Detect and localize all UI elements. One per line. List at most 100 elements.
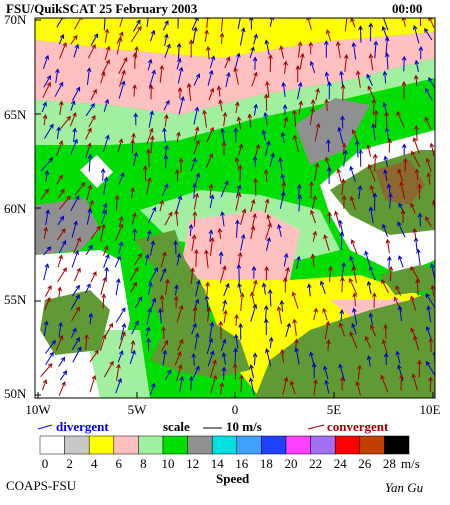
wind-arrow	[425, 360, 435, 377]
wind-arrow	[338, 363, 346, 382]
wind-arrow	[116, 363, 121, 381]
wind-arrow	[400, 209, 406, 223]
wind-arrow	[174, 351, 182, 366]
wind-arrow	[118, 57, 128, 75]
wind-arrow	[149, 297, 157, 312]
wind-arrow	[381, 339, 388, 354]
wind-arrow	[219, 32, 225, 44]
wind-arrow	[348, 277, 358, 295]
wind-arrow	[313, 307, 318, 321]
wind-arrow	[399, 181, 406, 199]
wind-arrow	[387, 255, 392, 269]
colorbar-unit: m/s	[401, 456, 420, 471]
wind-arrow	[192, 182, 198, 199]
wind-arrow	[104, 322, 113, 338]
wind-arrow	[251, 71, 258, 87]
wind-arrow	[176, 131, 181, 143]
wind-arrow	[218, 251, 224, 265]
wind-arrow	[164, 43, 171, 58]
colorbar-swatch	[211, 435, 238, 455]
wind-arrow	[339, 70, 344, 86]
wind-arrow	[371, 292, 377, 308]
wind-arrow	[159, 199, 165, 212]
wind-arrow	[44, 169, 50, 182]
wind-arrow	[134, 45, 139, 59]
wind-arrow	[265, 80, 270, 98]
wind-arrow	[343, 149, 348, 167]
wind-arrow	[254, 143, 261, 157]
wind-arrow	[132, 52, 138, 70]
wind-arrow	[174, 209, 179, 226]
wind-arrow	[426, 172, 432, 185]
wind-arrow	[114, 194, 120, 211]
wind-arrow	[73, 267, 81, 282]
wind-arrow	[252, 279, 258, 294]
wind-arrow	[43, 75, 51, 88]
wind-arrow	[296, 255, 301, 269]
wind-arrow	[383, 352, 389, 365]
wind-arrow	[43, 246, 52, 256]
wind-arrow	[177, 66, 184, 84]
wind-arrow	[116, 36, 123, 55]
wind-arrow	[322, 307, 328, 321]
wind-arrow	[294, 347, 300, 365]
footer-left: COAPS-FSU	[6, 478, 77, 493]
wind-arrow	[354, 139, 360, 158]
wind-arrow	[264, 140, 271, 157]
colorbar-label: 12	[186, 456, 199, 471]
wind-arrow	[413, 74, 419, 86]
wind-arrow	[161, 183, 169, 197]
wind-arrow	[428, 376, 433, 393]
wind-arrow	[319, 280, 326, 294]
wind-arrow	[163, 99, 170, 111]
wind-arrow	[412, 24, 420, 44]
wind-arrow	[220, 127, 226, 144]
wind-arrow	[349, 196, 356, 211]
wind-arrow	[279, 191, 286, 209]
legend-arrow	[307, 424, 325, 430]
colorbar-label: 20	[285, 456, 298, 471]
wind-arrow	[430, 284, 435, 297]
wind-arrow	[71, 86, 81, 101]
map	[35, 18, 435, 398]
wind-arrow	[371, 98, 377, 115]
wind-arrow	[232, 363, 238, 380]
wind-arrow	[401, 143, 407, 156]
wind-arrow	[149, 135, 155, 154]
colorbar-swatch	[113, 435, 139, 455]
wind-arrow	[282, 104, 288, 116]
wind-arrow	[41, 379, 48, 391]
wind-arrow	[340, 178, 346, 196]
wind-arrow	[269, 152, 275, 167]
wind-arrow	[263, 304, 269, 322]
wind-arrow	[220, 180, 229, 198]
wind-arrow	[424, 27, 433, 41]
wind-arrow	[383, 169, 388, 182]
wind-arrow	[176, 252, 182, 266]
wind-arrow	[207, 69, 214, 86]
wind-arrow	[101, 209, 108, 225]
wind-arrow	[314, 162, 320, 181]
wind-arrow	[237, 282, 242, 294]
wind-arrow	[240, 233, 246, 252]
wind-arrow	[384, 36, 390, 55]
wind-arrow	[103, 360, 114, 378]
wind-arrow	[384, 127, 390, 141]
wind-arrow	[334, 210, 341, 228]
wind-arrow	[58, 195, 71, 210]
wind-arrow	[178, 96, 185, 115]
wind-arrow	[349, 165, 356, 182]
wind-arrow	[425, 293, 435, 309]
wind-arrow	[147, 281, 153, 296]
wind-arrow	[429, 263, 435, 280]
wind-arrow	[326, 166, 332, 185]
wind-arrow	[239, 374, 244, 393]
wind-arrow	[59, 370, 68, 381]
wind-arrow	[310, 253, 316, 268]
wind-arrow	[289, 380, 296, 395]
wind-arrow	[192, 210, 198, 227]
wind-arrow	[358, 149, 363, 167]
wind-arrow	[268, 54, 273, 73]
wind-arrow	[261, 282, 267, 295]
wind-arrow	[238, 143, 244, 156]
